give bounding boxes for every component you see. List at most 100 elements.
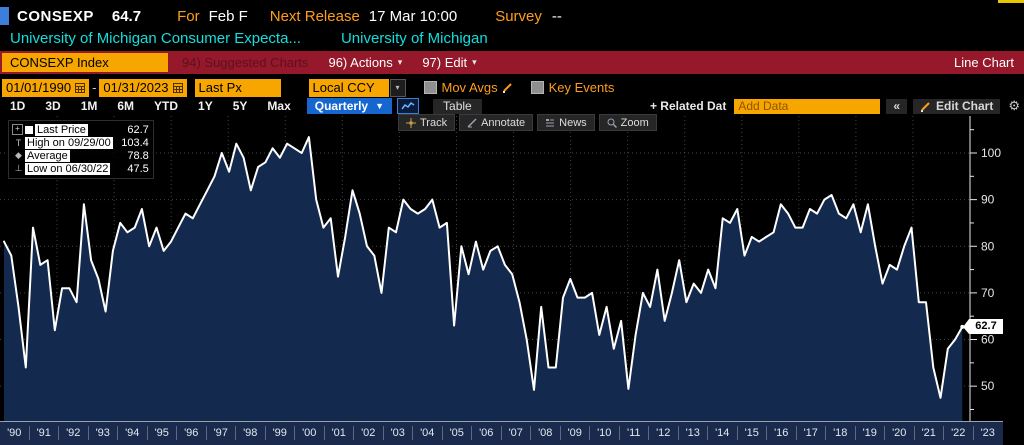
edit-menu-label: 97) Edit — [422, 55, 468, 70]
annotate-button[interactable]: Annotate — [459, 114, 534, 131]
last-value: 64.7 — [111, 7, 142, 25]
chevron-down-icon: ▾ — [397, 57, 403, 67]
legend-average-row[interactable]: ◆ Average 78.8 — [12, 149, 149, 162]
security-description: University of Michigan Consumer Expecta.… — [10, 29, 301, 47]
chart-legend[interactable]: + Last Price 62.7 T High on 09/29/00 103… — [8, 120, 154, 179]
ticker: CONSEXP — [17, 7, 94, 25]
related-data-label[interactable]: + Related Dat — [649, 99, 727, 113]
x-axis-year-label: '14 — [707, 426, 737, 440]
x-axis-year-label: '15 — [736, 426, 767, 440]
calendar-icon[interactable] — [75, 82, 86, 93]
legend-value: 62.7 — [127, 123, 149, 136]
x-axis-year-label: '97 — [205, 426, 236, 440]
security-source: University of Michigan — [340, 29, 488, 47]
next-release-value: 17 Mar 10:00 — [368, 7, 458, 25]
price-chart-plot[interactable]: 50 60 70 80 90 100 — [0, 114, 1024, 444]
legend-high-row[interactable]: T High on 09/29/00 103.4 — [12, 136, 149, 149]
price-field-selector[interactable]: Last Px — [194, 78, 281, 97]
x-axis-year-label: '07 — [500, 426, 531, 440]
frequency-selector[interactable]: Quarterly ▼ — [306, 98, 393, 114]
key-events-label: Key Events — [548, 80, 615, 95]
date-from-value: 01/01/1990 — [6, 79, 72, 95]
date-from-field[interactable]: 01/01/1990 — [2, 78, 90, 97]
track-button[interactable]: Track — [398, 114, 456, 131]
date-to-field[interactable]: 01/31/2023 — [99, 78, 187, 97]
x-axis-year-label: '12 — [648, 426, 678, 440]
x-axis-year-label: '09 — [559, 426, 590, 440]
news-button[interactable]: News — [537, 114, 595, 131]
table-button[interactable]: Table — [433, 98, 482, 114]
x-axis-year-label: '13 — [677, 426, 708, 440]
edit-menu[interactable]: 97) Edit ▾ — [422, 55, 476, 70]
range-1y[interactable]: 1Y — [198, 99, 213, 113]
x-axis-year-label: '96 — [176, 426, 206, 440]
suggested-charts-menu[interactable]: 94) Suggested Charts — [182, 55, 309, 70]
range-6m[interactable]: 6M — [117, 99, 135, 113]
news-icon — [546, 118, 555, 126]
edit-chart-button[interactable]: Edit Chart — [913, 98, 1001, 114]
crosshair-icon — [406, 117, 416, 128]
actions-menu-label: 96) Actions — [328, 55, 393, 70]
x-axis-year-label: '18 — [825, 426, 855, 440]
chart-toolbar: 1D 3D 1M 6M YTD 1Y 5Y Max Quarterly ▼ Ta… — [0, 98, 1024, 114]
legend-label: Average — [25, 149, 70, 162]
legend-label: Low on 06/30/22 — [25, 162, 111, 175]
range-1m[interactable]: 1M — [80, 99, 98, 113]
line-chart-icon — [401, 101, 415, 110]
next-release-label: Next Release — [269, 7, 360, 25]
currency-selector[interactable]: Local CCY — [308, 78, 389, 97]
mov-avgs-toggle[interactable]: Mov Avgs — [423, 80, 513, 95]
actions-menu[interactable]: 96) Actions ▾ — [328, 55, 402, 70]
chart-tools-overlay: Track Annotate News Zoom — [398, 114, 657, 131]
survey-value: -- — [551, 7, 562, 25]
calendar-icon[interactable] — [172, 82, 183, 93]
security-header: CONSEXP 64.7 For Feb F Next Release 17 M… — [0, 5, 1024, 27]
window-accent-bar — [998, 0, 1024, 3]
security-ticker-box[interactable]: CONSEXP Index — [2, 53, 168, 72]
x-axis-year-label: '05 — [441, 426, 472, 440]
legend-label: High on 09/29/00 — [25, 136, 113, 149]
legend-low-row[interactable]: ⊥ Low on 06/30/22 47.5 — [12, 162, 149, 175]
x-axis-year-label: '19 — [854, 426, 885, 440]
survey-label: Survey — [495, 7, 542, 25]
annotate-label: Annotate — [481, 116, 526, 129]
x-axis-year-label: '02 — [353, 426, 383, 440]
x-axis-year-strip: '90'91'92'93'94'95'96'97'98'99'00'01'02 '… — [0, 421, 1003, 445]
y-axis-label: 70 — [981, 286, 995, 300]
key-events-toggle[interactable]: Key Events — [530, 80, 615, 95]
y-axis-label: 80 — [981, 239, 995, 253]
expander-icon[interactable]: + — [12, 124, 23, 135]
x-axis-year-label: '06 — [471, 426, 501, 440]
x-axis-year-label: '23 — [972, 426, 1003, 440]
key-events-checkbox[interactable] — [530, 81, 544, 94]
x-axis-year-label: '04 — [412, 426, 442, 440]
period-value: Feb F — [208, 7, 248, 25]
legend-last-price-row[interactable]: + Last Price 62.7 — [12, 123, 149, 136]
mov-avgs-checkbox[interactable] — [423, 81, 437, 94]
x-axis-year-label: '17 — [795, 426, 826, 440]
range-5y[interactable]: 5Y — [232, 99, 248, 113]
last-price-axis-badge: 62.7 — [963, 319, 1003, 334]
x-axis-year-label: '92 — [58, 426, 88, 440]
x-axis-year-label: '98 — [235, 426, 265, 440]
x-axis-year-label: '90 — [7, 427, 22, 439]
range-max[interactable]: Max — [267, 99, 291, 113]
range-3d[interactable]: 3D — [45, 99, 61, 113]
gear-icon[interactable]: ⚙ — [1008, 98, 1020, 113]
high-marker-icon: T — [15, 137, 22, 148]
add-data-input[interactable] — [734, 98, 881, 114]
date-to-value: 01/31/2023 — [103, 79, 169, 95]
currency-dropdown-arrow[interactable]: ▾ — [389, 78, 406, 97]
collapse-panel-button[interactable]: « — [886, 98, 907, 114]
y-axis-label: 90 — [981, 193, 995, 207]
range-1d[interactable]: 1D — [10, 99, 26, 113]
zoom-button[interactable]: Zoom — [598, 114, 657, 131]
line-chart-type-button[interactable] — [397, 98, 420, 114]
range-ytd[interactable]: YTD — [154, 99, 179, 113]
legend-value: 78.8 — [127, 149, 149, 162]
track-label: Track — [420, 116, 448, 129]
x-axis-year-label: '16 — [766, 426, 796, 440]
chart-view-label: Line Chart — [954, 55, 1014, 70]
pencil-icon[interactable] — [502, 82, 513, 93]
